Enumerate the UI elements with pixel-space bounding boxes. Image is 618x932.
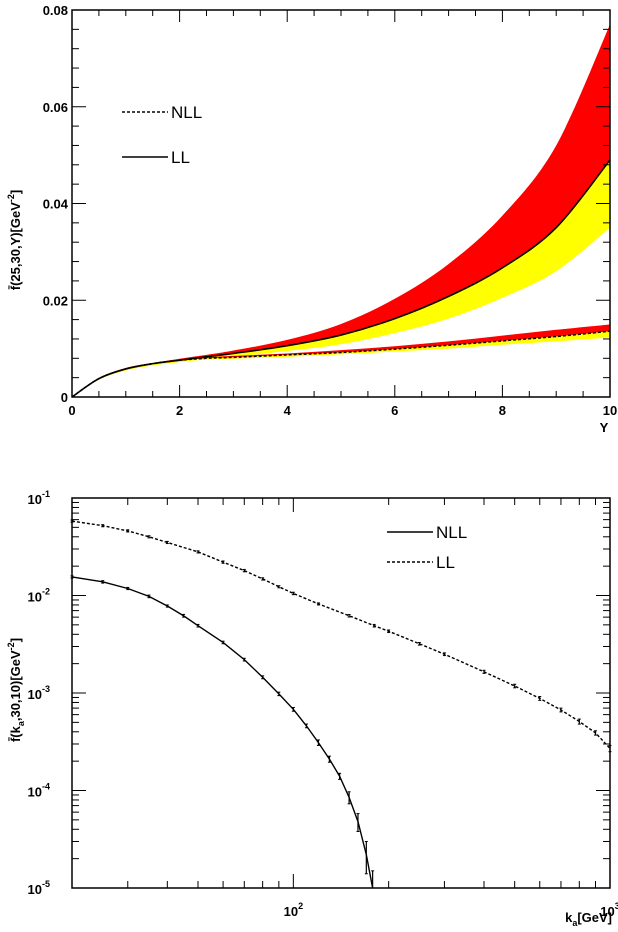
bottom-xtick-label: 102	[284, 901, 303, 919]
bottom-panel: 102 103 10-1 10-2 10-3 10-4 10-5 f̄(ka,30,10)[…	[6, 489, 618, 928]
top-series-lines	[71, 159, 611, 398]
bottom-xtick-label: 103	[600, 901, 618, 919]
bottom-tick-labels: 102 103 10-1 10-2 10-3 10-4 10-5	[28, 489, 618, 919]
top-axis-ticks	[71, 9, 611, 398]
top-ytick-label: 0.02	[43, 293, 68, 308]
top-uncertainty-bands	[72, 24, 610, 397]
bottom-ytick-label: 10-4	[28, 782, 50, 800]
top-band-lower-ll	[72, 159, 610, 397]
top-ylabel: f̄(25,30,Y)[GeV-2]	[6, 190, 23, 291]
top-legend-ll-label: LL	[171, 148, 190, 167]
top-panel: 0 2 4 6 8 10 0 0.02 0.04 0.06 0.08 f̄(25,30,Y)[GeV…	[6, 3, 617, 435]
top-ytick-label: 0	[61, 390, 68, 405]
bottom-ytick-label: 10-1	[28, 489, 50, 507]
bottom-ytick-label: 10-2	[28, 587, 50, 605]
top-legend: NLL LL	[122, 103, 202, 167]
top-tick-labels: 0 2 4 6 8 10 0 0.02 0.04 0.06 0.08	[43, 3, 618, 418]
bottom-legend-ll-label: LL	[436, 553, 455, 572]
bottom-legend-nll-label: NLL	[436, 523, 467, 542]
bottom-ylabel: f̄(ka,30,10)[GeV-2]	[6, 638, 26, 742]
top-xtick-label: 0	[68, 403, 75, 418]
bottom-series-line-ll	[71, 520, 611, 749]
top-xtick-label: 10	[603, 403, 617, 418]
top-legend-nll-label: NLL	[171, 103, 202, 122]
top-xtick-label: 4	[284, 403, 292, 418]
bottom-series-lines	[70, 519, 612, 889]
bottom-ytick-label: 10-3	[28, 684, 50, 702]
bottom-axis-ticks	[71, 498, 611, 889]
top-ytick-label: 0.08	[43, 3, 68, 18]
bottom-ytick-label: 10-5	[28, 879, 50, 897]
top-xtick-label: 8	[499, 403, 506, 418]
top-band-lower-nll	[72, 331, 610, 397]
top-ytick-label: 0.06	[43, 100, 68, 115]
bottom-legend: NLL LL	[387, 523, 467, 572]
top-xtick-label: 6	[391, 403, 398, 418]
top-ytick-label: 0.04	[43, 197, 69, 212]
bottom-series-line-nll	[71, 576, 374, 889]
bottom-xlabel: ka[GeV]	[565, 910, 612, 928]
top-xlabel: Y	[600, 420, 609, 435]
top-xtick-label: 2	[176, 403, 183, 418]
